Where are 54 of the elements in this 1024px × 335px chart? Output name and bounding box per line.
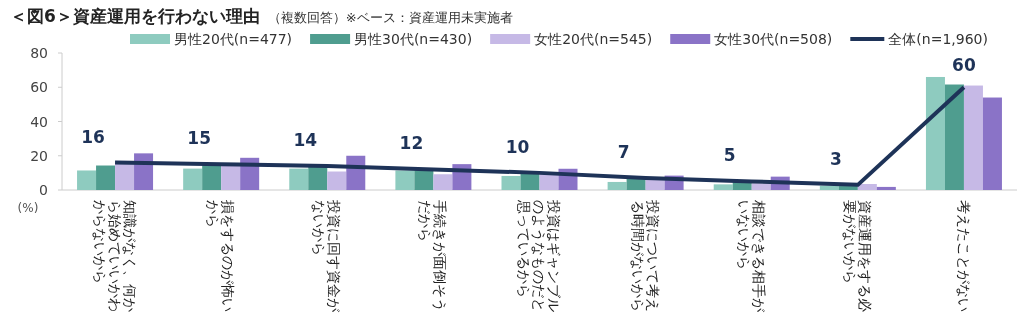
data-label: 14	[293, 130, 318, 151]
bar	[607, 181, 627, 190]
x-tick-label: 手続きが面倒そうだから	[417, 200, 449, 312]
y-tick-label: 0	[39, 182, 48, 198]
x-tick-label: 損をするのが怖いから	[205, 200, 237, 312]
x-tick-label: 投資に回す資金がないから	[311, 199, 343, 313]
data-label: 16	[81, 126, 105, 147]
bar	[501, 175, 521, 190]
data-label: 15	[187, 128, 211, 149]
bar	[713, 184, 733, 190]
y-tick-label: 60	[30, 79, 48, 96]
bar	[202, 164, 222, 190]
legend-label: 女性20代(n=545)	[534, 31, 653, 47]
data-label: 5	[723, 145, 736, 166]
legend-label: 男性30代(n=430)	[354, 31, 473, 47]
bar	[963, 85, 983, 190]
data-label: 3	[829, 148, 842, 169]
legend-label: 女性30代(n=508)	[714, 31, 833, 47]
x-tick-label: 投資について考える時間がないから	[629, 199, 661, 312]
y-tick-label: 20	[30, 147, 48, 164]
legend-label: 男性20代(n=477)	[174, 31, 293, 47]
y-tick-label: 80	[30, 45, 48, 61]
bar	[414, 170, 434, 190]
bar	[819, 185, 839, 190]
bar	[289, 168, 309, 190]
bar	[183, 168, 203, 190]
data-label: 60	[952, 55, 976, 76]
y-axis-title: (%)	[17, 201, 39, 215]
chart-title: ＜図6＞資産運用を行わない理由	[10, 6, 260, 26]
bar	[925, 76, 945, 190]
bar	[395, 170, 415, 190]
bar	[539, 173, 559, 190]
y-tick-label: 40	[30, 113, 48, 130]
x-tick-label: 資産運用をする必要がないから	[841, 200, 873, 312]
bar	[77, 170, 97, 190]
data-label: 10	[505, 136, 530, 157]
x-tick-label: 知識がなく、何から始めていいかわからないから	[91, 200, 138, 312]
bar	[944, 84, 964, 190]
data-label: 7	[617, 142, 630, 163]
bar	[433, 174, 453, 190]
bar	[645, 179, 665, 190]
bar	[96, 165, 116, 190]
chart-subtitle: （複数回答）※ベース：資産運用未実施者	[267, 10, 513, 25]
bar	[221, 164, 241, 190]
bar	[327, 171, 347, 190]
line-series	[113, 85, 966, 187]
x-tick-label: 投資はギャンブルのようなものだと思っているから	[516, 199, 563, 312]
x-tick-label: 相談できる相手がいないから	[735, 200, 767, 313]
bar	[982, 97, 1002, 190]
x-tick-label: 考えたことがない	[955, 200, 972, 312]
data-label: 12	[399, 133, 424, 154]
bar	[876, 186, 896, 190]
bar	[857, 184, 877, 190]
legend-label: 全体(n=1,960)	[888, 31, 988, 47]
